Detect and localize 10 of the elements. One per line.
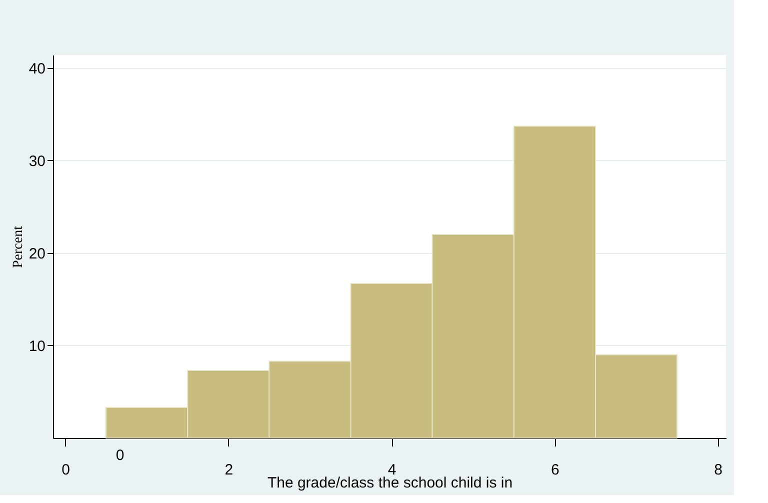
y-tick-label: 20 xyxy=(28,245,46,262)
text: 0 xyxy=(116,447,124,464)
x-tick-label: 8 xyxy=(714,462,723,478)
y-axis-title: Percent xyxy=(10,226,26,268)
y-tick-label: 40 xyxy=(28,60,46,78)
x-tick-label: 2 xyxy=(224,462,234,478)
x-tick-label: 6 xyxy=(551,462,560,478)
y-tick-label: 30 xyxy=(28,152,46,170)
x-tick-label: 0 xyxy=(62,462,70,478)
y-tick-label: 10 xyxy=(28,338,46,355)
